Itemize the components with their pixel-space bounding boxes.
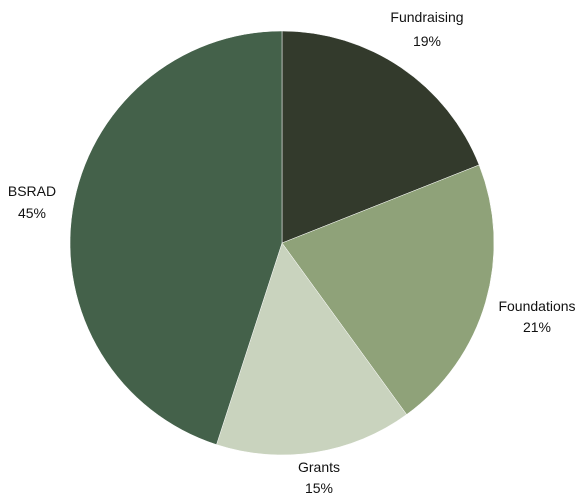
label-foundations-value: 21% (523, 319, 551, 335)
label-grants-value: 15% (305, 480, 333, 495)
label-fundraising-name: Fundraising (390, 9, 463, 25)
pie-slice-bsrad (69, 30, 283, 445)
label-foundations-name: Foundations (498, 298, 575, 314)
label-fundraising-value: 19% (413, 33, 441, 49)
pie-slices (69, 30, 495, 456)
pie-slice-fundraising (281, 30, 480, 244)
pie-slice-foundations (281, 164, 495, 415)
label-bsrad-name: BSRAD (8, 183, 56, 199)
label-grants-name: Grants (298, 459, 340, 475)
pie-slice-grants (216, 242, 407, 456)
label-bsrad-value: 45% (18, 205, 46, 221)
